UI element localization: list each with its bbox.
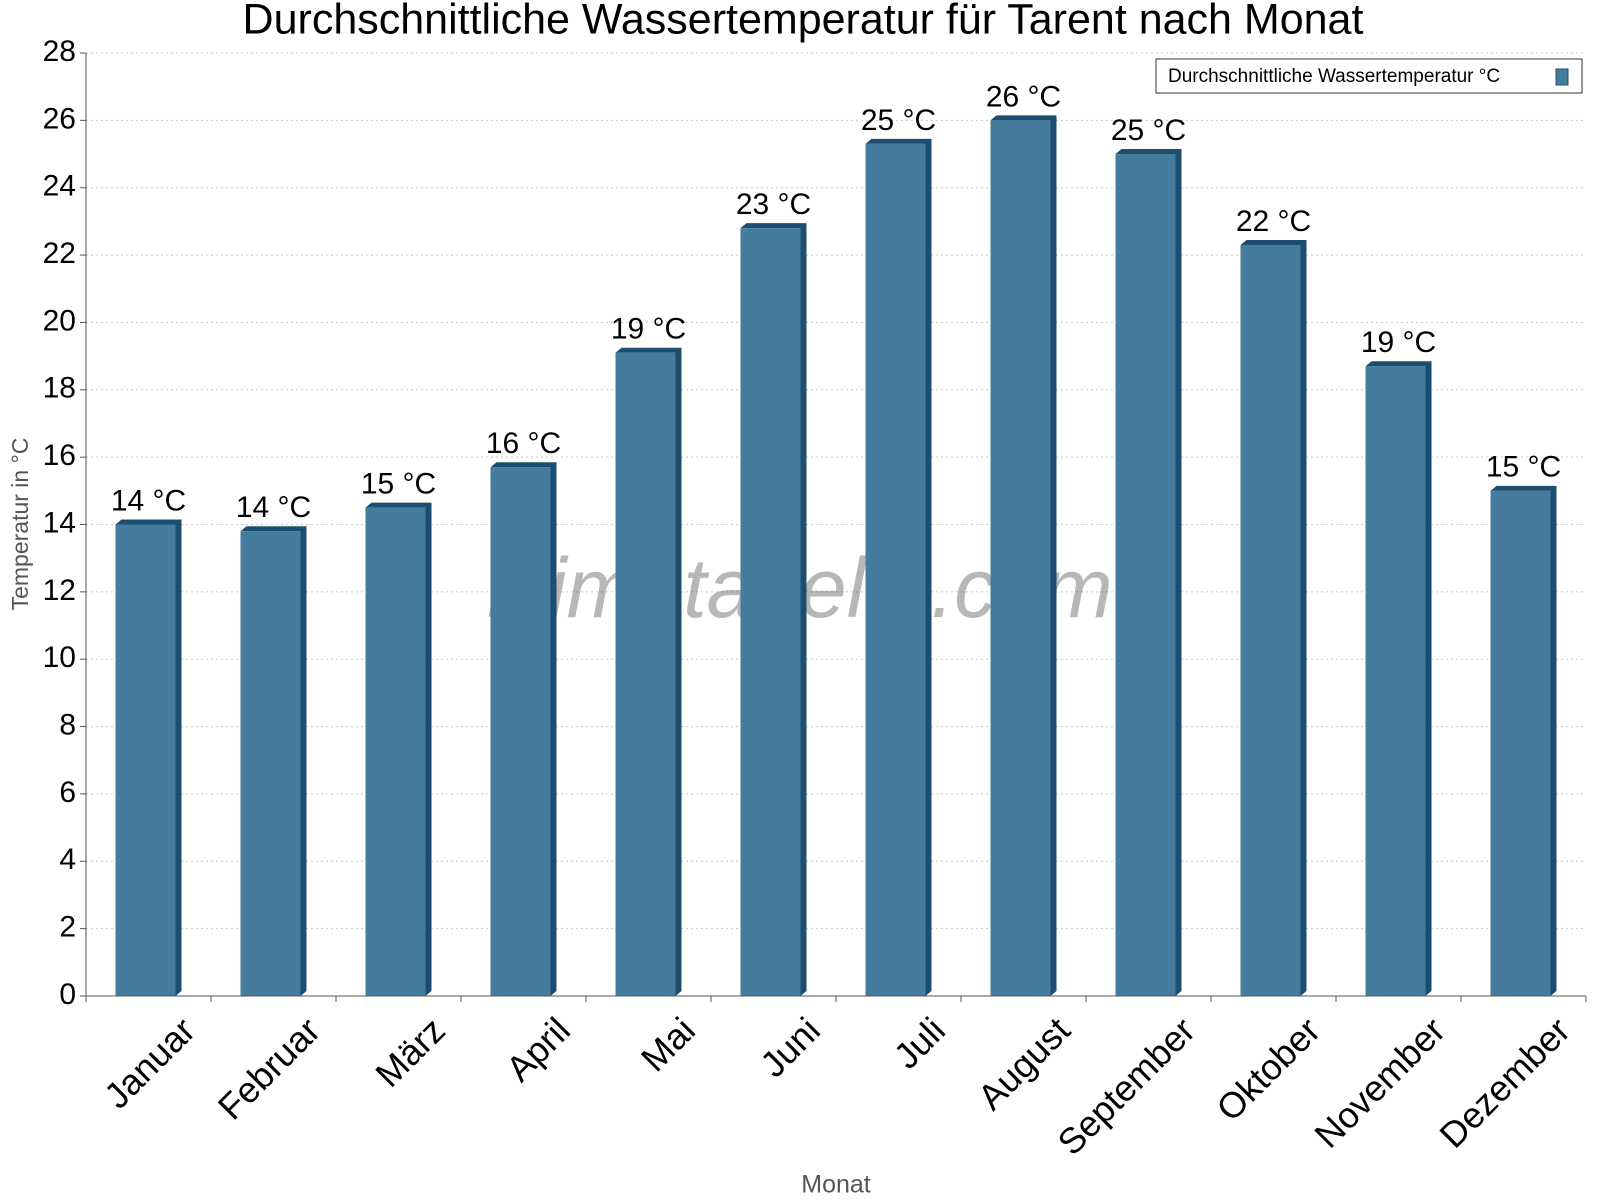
data-label: 15 °C xyxy=(361,468,436,501)
y-tick-label: 16 xyxy=(43,439,76,472)
bar xyxy=(865,143,926,997)
x-tick-label: September xyxy=(1049,1009,1203,1163)
legend-box xyxy=(1155,58,1583,94)
legend-swatch xyxy=(1555,68,1569,86)
bar xyxy=(365,507,426,996)
bar xyxy=(615,352,676,997)
y-tick-label: 26 xyxy=(43,102,76,135)
x-tick-label: Januar xyxy=(96,1009,203,1116)
bar xyxy=(740,228,801,997)
x-tick-label: Oktober xyxy=(1208,1009,1328,1129)
bar xyxy=(1240,244,1301,997)
x-tick-label: Dezember xyxy=(1431,1009,1577,1155)
x-tick-label: Juni xyxy=(752,1009,828,1085)
y-tick-label: 8 xyxy=(59,708,76,741)
data-label: 26 °C xyxy=(986,80,1061,113)
x-axis-label: Monat xyxy=(801,1171,871,1199)
y-tick-label: 28 xyxy=(43,35,76,68)
y-tick-label: 6 xyxy=(59,776,76,809)
data-label: 22 °C xyxy=(1236,205,1311,238)
data-label: 15 °C xyxy=(1486,451,1561,484)
legend-label: Durchschnittliche Wassertemperatur °C xyxy=(1168,66,1500,87)
bar xyxy=(240,531,301,996)
x-tick-label: Februar xyxy=(210,1009,328,1127)
bar xyxy=(1490,490,1551,996)
y-tick-label: 4 xyxy=(59,843,76,876)
x-tick-label: Mai xyxy=(633,1009,703,1079)
x-tick-label: April xyxy=(498,1009,578,1089)
y-tick-label: 12 xyxy=(43,574,76,607)
bar xyxy=(490,467,551,996)
x-tick-label: August xyxy=(970,1009,1078,1117)
data-label: 19 °C xyxy=(1361,326,1436,359)
data-label: 16 °C xyxy=(486,427,561,460)
y-tick-label: 0 xyxy=(59,978,76,1011)
data-label: 25 °C xyxy=(1111,114,1186,147)
data-label: 25 °C xyxy=(861,104,936,137)
y-tick-label: 22 xyxy=(43,237,76,270)
bar xyxy=(1115,154,1176,997)
data-label: 14 °C xyxy=(236,491,311,524)
bar xyxy=(1365,366,1426,997)
legend: Durchschnittliche Wassertemperatur °C xyxy=(1155,58,1583,94)
y-axis-label: Temperatur in °C xyxy=(7,438,33,611)
x-tick-label: November xyxy=(1306,1009,1452,1155)
y-tick-label: 24 xyxy=(43,170,76,203)
x-tick-label: März xyxy=(367,1009,453,1095)
chart-title: Durchschnittliche Wassertemperatur für T… xyxy=(243,0,1364,43)
bar xyxy=(990,120,1051,997)
y-tick-label: 20 xyxy=(43,304,76,337)
y-tick-label: 10 xyxy=(43,641,76,674)
data-label: 23 °C xyxy=(736,188,811,221)
x-tick-label: Juli xyxy=(886,1009,953,1076)
y-tick-label: 14 xyxy=(43,506,76,539)
data-label: 14 °C xyxy=(111,484,186,517)
bar xyxy=(115,524,176,996)
y-tick-label: 2 xyxy=(59,911,76,944)
data-label: 19 °C xyxy=(611,313,686,346)
y-tick-label: 18 xyxy=(43,372,76,405)
